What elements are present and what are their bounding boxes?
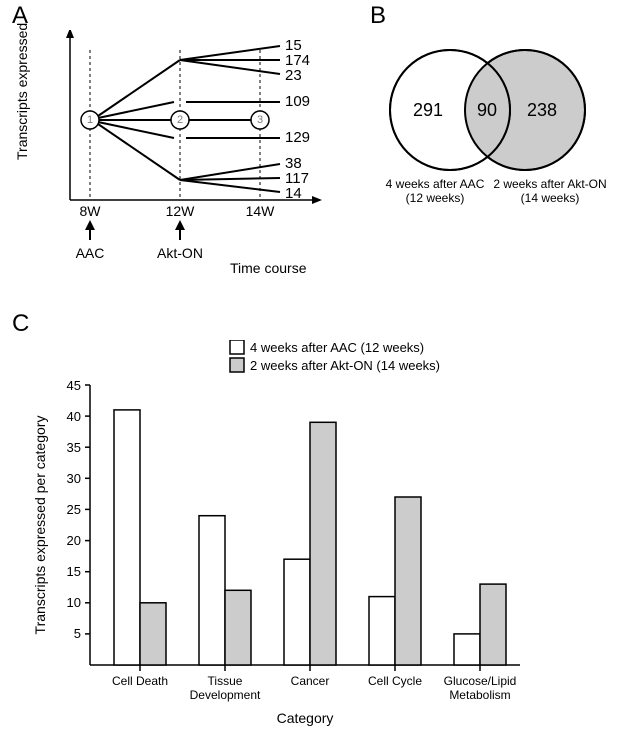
ytick-40: 40	[67, 409, 81, 424]
ytick-10: 10	[67, 595, 81, 610]
tick-12w: 12W	[166, 203, 196, 219]
venn-right-val: 238	[527, 100, 557, 120]
ytick-20: 20	[67, 533, 81, 548]
ytick-25: 25	[67, 502, 81, 517]
branch-val-2: 23	[285, 67, 302, 84]
panel-a-ylabel: Transcripts expressed	[14, 23, 30, 160]
panel-b-svg: 291 90 238 4 weeks after AAC (12 weeks) …	[370, 40, 620, 250]
legend-s2: 2 weeks after Akt-ON (14 weeks)	[250, 358, 440, 373]
bar-s1-1	[199, 516, 225, 665]
arrow-label-akton: Akt-ON	[157, 245, 203, 261]
panel-c-ylabel: Transcripts expressed per category	[32, 416, 48, 635]
bar-s1-0	[114, 410, 140, 665]
cat-4-l2: Metabolism	[449, 688, 510, 702]
bar-s2-0	[140, 603, 166, 665]
cat-2-l1: Cancer	[291, 674, 330, 688]
bar-s2-3	[395, 497, 421, 665]
ytick-35: 35	[67, 440, 81, 455]
cat-4-l1: Glucose/Lipid	[444, 674, 517, 688]
node-2: 2	[177, 114, 183, 126]
cat-1-l2: Development	[190, 688, 261, 702]
cat-3-l1: Cell Cycle	[368, 674, 422, 688]
panel-c: 4 weeks after AAC (12 weeks) 2 weeks aft…	[20, 320, 610, 730]
bar-s2-4	[480, 584, 506, 665]
y-ticks: 5 10 15 20 25 30 35	[67, 378, 90, 641]
venn-left-cap1: 4 weeks after AAC	[386, 177, 485, 191]
ytick-5: 5	[74, 626, 81, 641]
venn-right-cap2: (14 weeks)	[521, 191, 580, 205]
panel-c-xlabel: Category	[277, 710, 334, 726]
panel-c-svg: 4 weeks after AAC (12 weeks) 2 weeks aft…	[20, 340, 610, 740]
ytick-15: 15	[67, 564, 81, 579]
node-1: 1	[87, 114, 93, 126]
venn-left-val: 291	[413, 100, 443, 120]
venn-overlap-val: 90	[477, 100, 497, 120]
arrow-label-aac: AAC	[76, 245, 105, 261]
branch-val-3: 109	[285, 93, 310, 110]
cat-0-l1: Cell Death	[112, 674, 168, 688]
panel-a: Transcripts expressed Time course	[20, 10, 350, 290]
branch-val-4: 129	[285, 129, 310, 146]
bar-s2-1	[225, 590, 251, 665]
venn-left-cap2: (12 weeks)	[406, 191, 465, 205]
panel-b: 291 90 238 4 weeks after AAC (12 weeks) …	[370, 10, 620, 270]
node-3: 3	[257, 114, 263, 126]
branch-val-7: 14	[285, 185, 302, 202]
ytick-45: 45	[67, 378, 81, 393]
cat-1-l1: Tissue	[208, 674, 243, 688]
bar-s2-2	[310, 422, 336, 665]
tick-14w: 14W	[246, 203, 276, 219]
venn-right-cap1: 2 weeks after Akt-ON	[493, 177, 606, 191]
legend-s1: 4 weeks after AAC (12 weeks)	[250, 340, 424, 355]
tick-8w: 8W	[80, 203, 102, 219]
panel-a-svg: 1 2 3 15 174 23 109 129 38 117 14 8W 12W…	[50, 30, 360, 290]
bar-s1-4	[454, 634, 480, 665]
bar-s1-2	[284, 559, 310, 665]
bar-s1-3	[369, 597, 395, 665]
ytick-30: 30	[67, 471, 81, 486]
